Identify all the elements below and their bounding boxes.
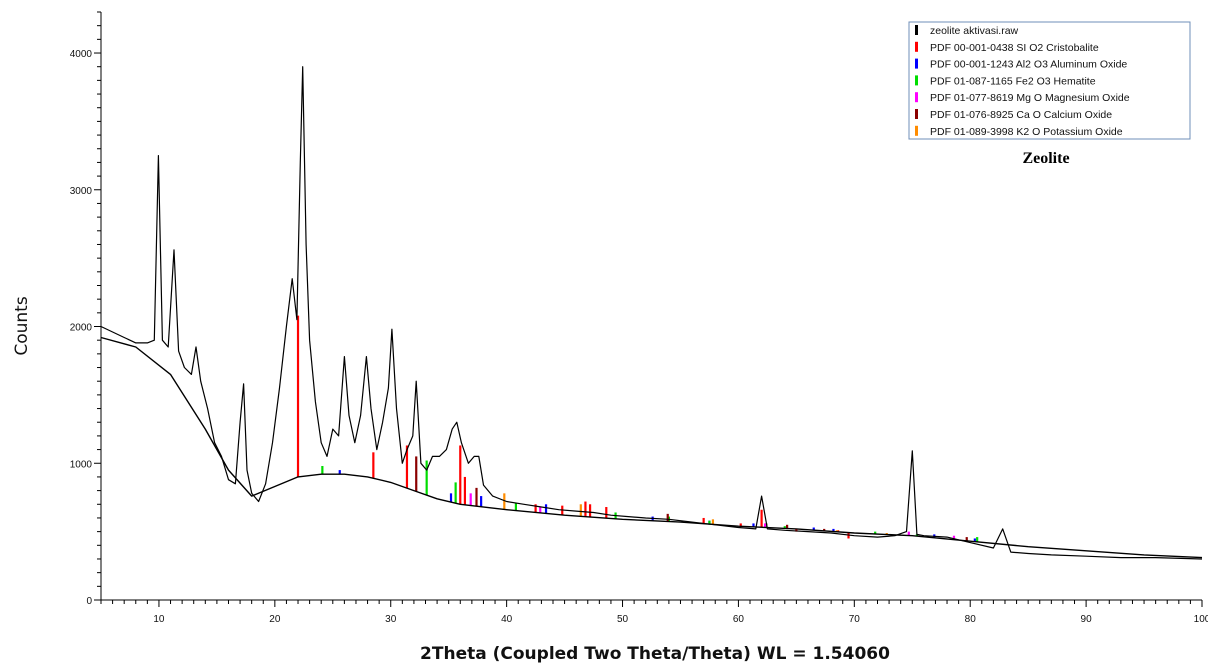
legend-label: PDF 01-077-8619 Mg O Magnesium Oxide [930,92,1130,104]
x-tick-label: 50 [617,614,629,625]
legend-swatch [915,25,918,35]
background-curve [100,336,1203,559]
x-axis-label: 2Theta (Coupled Two Theta/Theta) WL = 1.… [420,644,890,664]
axes: 10 20 30 40 50 60 70 80 90 100 0 1000 2000 3000 4000 [70,11,1208,625]
data-series [100,66,1203,560]
diffractogram-line [100,66,1203,560]
legend-swatch [915,75,918,86]
legend-swatch [915,92,918,103]
x-tick-label: 100 [1194,614,1208,625]
y-tick-label: 3000 [70,186,93,197]
x-ticks: 10 20 30 40 50 60 70 80 90 100 [100,600,1208,625]
legend-box [908,21,1191,140]
y-tick-label: 4000 [70,49,93,60]
chart-title: Zeolite [1022,150,1069,167]
legend-swatch [915,41,918,52]
legend-label: PDF 00-001-0438 SI O2 Cristobalite [930,42,1099,54]
legend-swatch [915,125,918,136]
y-tick-label: 0 [86,596,92,607]
x-tick-label: 70 [849,614,861,625]
y-ticks: 0 1000 2000 3000 4000 [70,11,101,607]
y-tick-label: 2000 [70,323,93,334]
x-tick-label: 20 [269,614,281,625]
legend-items: zeolite aktivasi.raw PDF 00-001-0438 SI O… [915,25,1130,138]
legend-swatch [915,109,918,119]
legend-label: PDF 01-089-3998 K2 O Potassium Oxide [930,126,1123,138]
x-tick-label: 80 [965,614,977,625]
x-tick-label: 90 [1081,614,1093,625]
legend-label: PDF 01-076-8925 Ca O Calcium Oxide [930,109,1112,121]
y-tick-label: 1000 [70,459,93,470]
legend-swatch [915,58,918,69]
legend-label: PDF 01-087-1165 Fe2 O3 Hematite [930,75,1096,87]
reference-pattern-sticks [296,315,979,542]
x-tick-label: 40 [501,614,513,625]
legend: zeolite aktivasi.raw PDF 00-001-0438 SI O… [908,21,1191,167]
x-tick-label: 10 [153,614,165,625]
x-tick-label: 30 [385,614,397,625]
x-tick-label: 60 [733,614,745,625]
y-axis-label: Counts [12,296,32,355]
legend-label: zeolite aktivasi.raw [930,25,1019,37]
legend-label: PDF 00-001-1243 Al2 O3 Aluminum Oxide [930,59,1127,71]
